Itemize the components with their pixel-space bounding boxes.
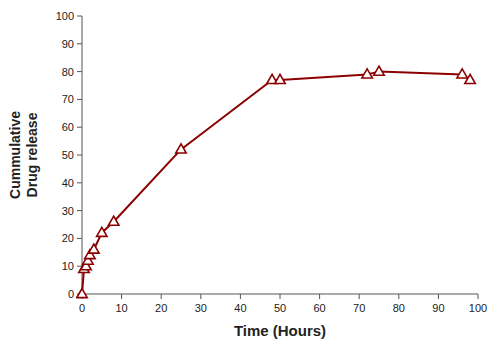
marker	[97, 227, 107, 236]
line	[82, 72, 470, 294]
y-tick	[77, 182, 82, 183]
x-tick	[200, 294, 201, 299]
y-tick-label: 0	[68, 288, 74, 300]
y-tick	[77, 71, 82, 72]
marker	[465, 74, 475, 83]
x-tick-label: 50	[274, 302, 286, 314]
marker	[89, 244, 99, 253]
chart-container: 0 10 20 30 40 50 60 70 80 90 100 0 10 20 30 40 50 60 70 80 9…	[0, 0, 500, 346]
y-tick-label: 80	[62, 66, 74, 78]
x-tick-label: 10	[115, 302, 127, 314]
y-tick-label: 30	[62, 205, 74, 217]
x-tick	[319, 294, 320, 299]
y-tick	[77, 210, 82, 211]
y-tick	[77, 155, 82, 156]
marker	[176, 144, 186, 153]
y-tick	[77, 238, 82, 239]
y-tick-label: 70	[62, 93, 74, 105]
marker	[457, 69, 467, 78]
marker	[362, 69, 372, 78]
x-tick	[121, 294, 122, 299]
x-tick	[161, 294, 162, 299]
y-tick	[77, 266, 82, 267]
x-tick-label: 60	[313, 302, 325, 314]
marker	[374, 66, 384, 75]
marker	[108, 216, 118, 225]
x-tick	[280, 294, 281, 299]
y-axis-label: CummulativeDrug release	[7, 111, 40, 199]
plot-area	[77, 66, 476, 297]
x-tick	[240, 294, 241, 299]
y-tick-label: 40	[62, 177, 74, 189]
y-tick	[77, 99, 82, 100]
x-tick-label: 20	[155, 302, 167, 314]
x-tick	[359, 294, 360, 299]
marker	[275, 74, 285, 83]
y-tick	[77, 127, 82, 128]
x-tick	[478, 294, 479, 299]
y-axis-label-line: Cummulative	[7, 111, 23, 199]
x-tick-label: 40	[234, 302, 246, 314]
y-tick-label: 20	[62, 232, 74, 244]
y-tick-label: 90	[62, 38, 74, 50]
x-tick-label: 80	[393, 302, 405, 314]
x-axis-label: Time (Hours)	[234, 322, 326, 339]
x-tick-label: 30	[195, 302, 207, 314]
y-tick-label: 50	[62, 149, 74, 161]
y-tick	[77, 16, 82, 17]
y-tick-label: 100	[56, 10, 74, 22]
x-tick-label: 0	[79, 302, 85, 314]
x-tick-label: 100	[469, 302, 487, 314]
chart: 0 10 20 30 40 50 60 70 80 90 100 0 10 20 30 40 50 60 70 80 9…	[0, 0, 500, 346]
y-tick-label: 60	[62, 121, 74, 133]
x-tick	[438, 294, 439, 299]
axes: 0 10 20 30 40 50 60 70 80 90 100 0 10 20 30 40 50 60 70 80 9…	[56, 10, 488, 314]
x-tick-label: 70	[353, 302, 365, 314]
y-tick-label: 10	[62, 260, 74, 272]
x-tick	[398, 294, 399, 299]
y-tick	[77, 43, 82, 44]
y-axis-label-line: Drug release	[24, 112, 40, 197]
marker	[77, 289, 87, 298]
x-tick-label: 90	[432, 302, 444, 314]
